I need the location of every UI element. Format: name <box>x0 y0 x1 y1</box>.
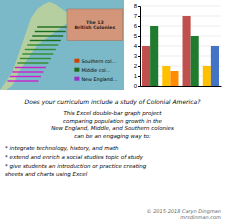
grid-line <box>140 16 221 17</box>
paragraph-line: comparing population growth in the <box>63 118 163 125</box>
bar <box>191 36 199 86</box>
y-axis: 0 1 2 3 4 5 6 7 8 <box>134 3 141 89</box>
y-tick-label: 2 <box>134 63 138 69</box>
map-title-line: British Colonies <box>75 25 116 30</box>
y-tick: 3 <box>134 53 140 59</box>
colony-line <box>15 67 46 68</box>
legend-swatch <box>74 59 79 63</box>
x-axis-line <box>141 86 222 87</box>
colony-line <box>37 26 68 27</box>
y-tick-label: 3 <box>134 53 138 59</box>
map-water <box>0 0 124 90</box>
colony-line <box>27 44 58 45</box>
paragraph-line: New England, Middle, and Southern coloni… <box>51 125 174 132</box>
colony-line <box>22 53 53 54</box>
page: The 13British Colonies Southern col... Mid… <box>0 0 225 224</box>
map-land <box>0 2 72 90</box>
bars <box>142 16 219 86</box>
bar <box>162 66 170 86</box>
bullet-line: * integrate technology, history, and mat… <box>5 145 119 152</box>
colony-line <box>35 31 66 32</box>
y-tick-mark <box>138 36 140 37</box>
y-tick-mark <box>138 26 140 27</box>
bar <box>203 66 211 86</box>
bullet: * give students an introduction or pract… <box>5 163 147 178</box>
y-tick-label: 4 <box>134 43 138 49</box>
x-axis <box>141 86 222 88</box>
y-tick: 4 <box>134 43 140 49</box>
y-tick: 8 <box>134 3 140 9</box>
y-tick: 7 <box>134 13 140 19</box>
title: Does your curriculum include a study of … <box>25 98 202 106</box>
bar-chart: 0 1 2 3 4 5 6 7 8 <box>134 3 222 89</box>
bar <box>211 46 219 86</box>
legend-swatch <box>74 77 79 81</box>
copyright: © 2015-2018 Caryn Dingmanmrsdinman.com <box>147 208 222 221</box>
y-tick-mark <box>138 66 140 67</box>
bullet: * extend and enrich a social studies top… <box>5 154 144 161</box>
bullet-line: sheets and charts using Excel <box>5 171 88 178</box>
y-tick: 6 <box>134 23 140 29</box>
y-tick-label: 8 <box>134 3 138 9</box>
colony-line <box>17 62 48 63</box>
colony-line <box>25 49 56 50</box>
bar <box>170 71 178 86</box>
legend-label: Middle col... <box>81 68 110 73</box>
text-panel: Does your curriculum include a study of … <box>5 98 221 220</box>
y-tick-mark <box>138 56 140 57</box>
colony-line <box>10 76 41 77</box>
paragraph-line: This Excel double-bar graph project <box>63 110 162 117</box>
grid <box>140 6 221 86</box>
bullet-line: * give students an introduction or pract… <box>5 163 147 170</box>
colony-line <box>30 40 61 41</box>
y-tick: 0 <box>134 83 140 89</box>
info-box <box>67 9 123 41</box>
y-tick: 5 <box>134 33 140 39</box>
y-tick-mark <box>138 76 140 77</box>
y-tick-label: 5 <box>134 33 138 39</box>
legend-swatch <box>74 68 79 72</box>
y-tick-mark <box>138 86 140 87</box>
bar <box>183 16 191 86</box>
bar <box>150 26 158 86</box>
bullet: * integrate technology, history, and mat… <box>5 145 119 152</box>
y-tick-label: 6 <box>134 23 138 29</box>
map-title: The 13British Colonies <box>75 20 116 31</box>
colony-line <box>7 80 38 81</box>
legend-label: New England... <box>81 77 117 82</box>
y-tick-mark <box>138 16 140 17</box>
colony-line <box>20 58 51 59</box>
grid-line <box>140 6 221 7</box>
paragraph-line: can be an engaging way to: <box>74 133 151 140</box>
y-axis-line <box>138 7 141 87</box>
y-tick-mark <box>138 46 140 47</box>
map-title-line: The 13 <box>86 20 104 25</box>
paragraph: This Excel double-bar graph projectcompa… <box>51 110 174 140</box>
y-tick-label: 1 <box>134 73 138 79</box>
colony-line <box>12 71 43 72</box>
colony-line <box>32 35 63 36</box>
y-tick-label: 0 <box>134 83 138 89</box>
legend-label: Southern col... <box>81 59 116 64</box>
bar <box>142 46 150 86</box>
map: The 13British Colonies Southern col... Mid… <box>0 0 124 90</box>
y-tick: 1 <box>134 73 140 79</box>
y-tick-label: 7 <box>134 13 138 19</box>
copyright-line: mrsdinman.com <box>180 214 221 220</box>
y-tick: 2 <box>134 63 140 69</box>
bullet-line: * extend and enrich a social studies top… <box>5 154 144 161</box>
y-tick-mark <box>138 6 140 7</box>
